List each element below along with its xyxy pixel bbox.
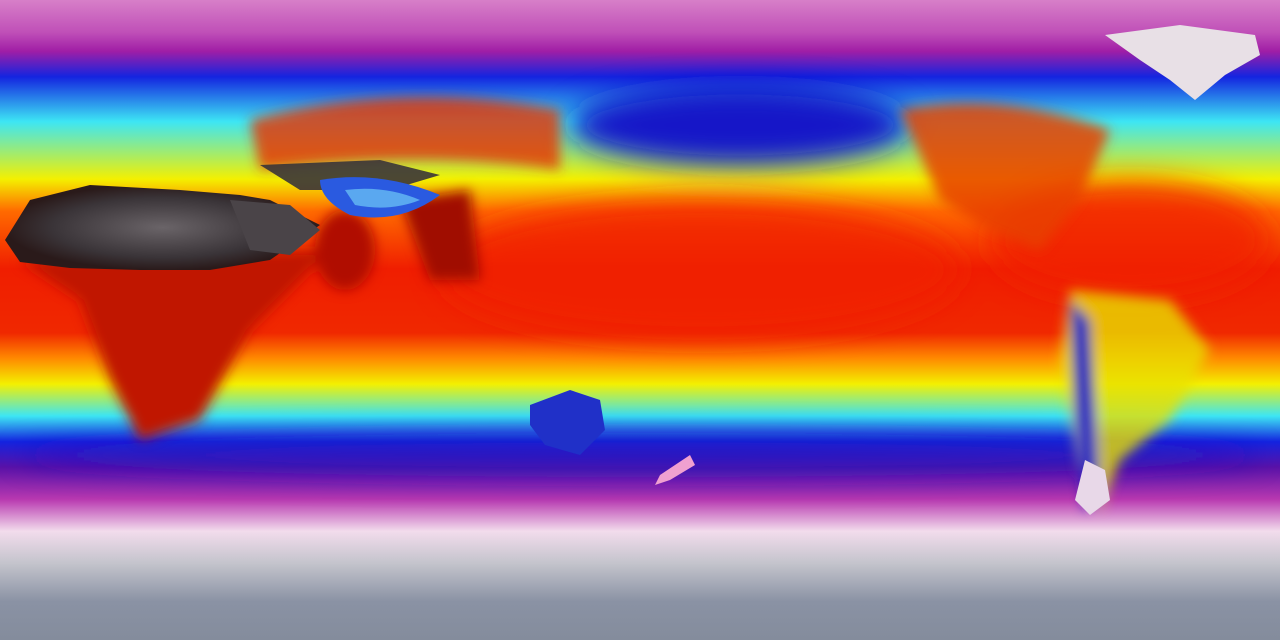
east-pacific-warm [440,200,960,340]
north-pacific-cold [570,85,910,165]
arabia [230,200,320,255]
southeast-asia [400,190,480,280]
greenland [1105,25,1260,100]
australia [530,390,605,455]
patagonia [1075,460,1110,515]
north-america [900,103,1110,250]
new-zealand [655,455,695,485]
eurasia-north [250,97,560,170]
south-america-andes [1070,300,1100,510]
africa-south [20,250,330,440]
tibet-core [345,188,420,208]
southern-ocean-blue [20,433,1260,477]
india [315,210,375,290]
